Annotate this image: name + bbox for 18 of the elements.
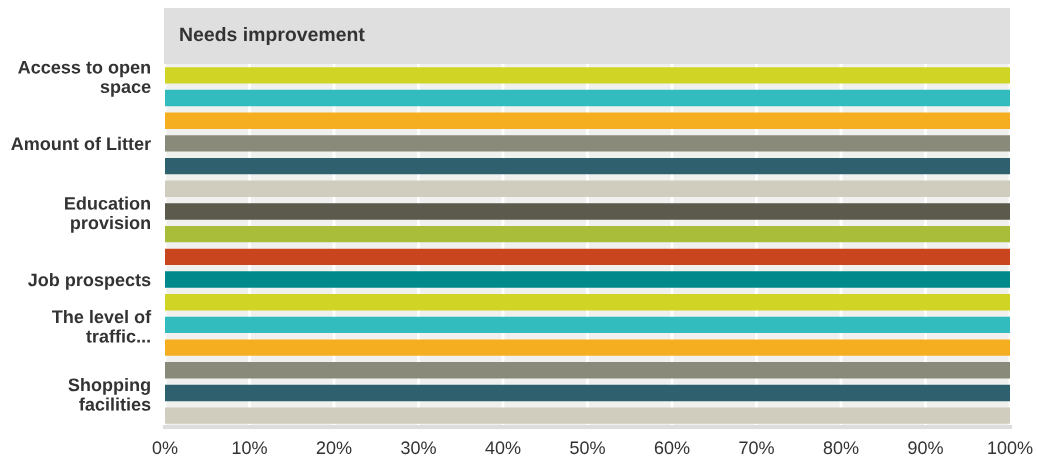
x-tick-label: 60%: [654, 441, 690, 455]
x-tick-label: 90%: [908, 441, 943, 455]
x-tick-label: 20%: [316, 441, 352, 455]
x-tick-label: 30%: [401, 441, 436, 455]
y-tick-label: Access to open space: [18, 61, 151, 97]
chart-title: Needs improvement: [180, 26, 365, 46]
y-tick-label: Amount of Litter: [11, 136, 151, 151]
y-tick-label: The level of traffic...: [51, 309, 152, 343]
x-tick-label: 50%: [570, 441, 605, 455]
x-tick-label: 0%: [152, 441, 178, 455]
x-tick-label: 10%: [232, 441, 267, 455]
y-tick-label: Education provision: [65, 196, 150, 233]
x-tick-label: 100%: [988, 441, 1033, 455]
y-tick-label: Job prospects: [27, 272, 151, 290]
x-tick-label: 40%: [485, 441, 521, 455]
y-tick-label: Shopping facilities: [68, 377, 151, 411]
x-tick-label: 70%: [739, 441, 774, 455]
x-tick-label: 80%: [823, 441, 859, 455]
